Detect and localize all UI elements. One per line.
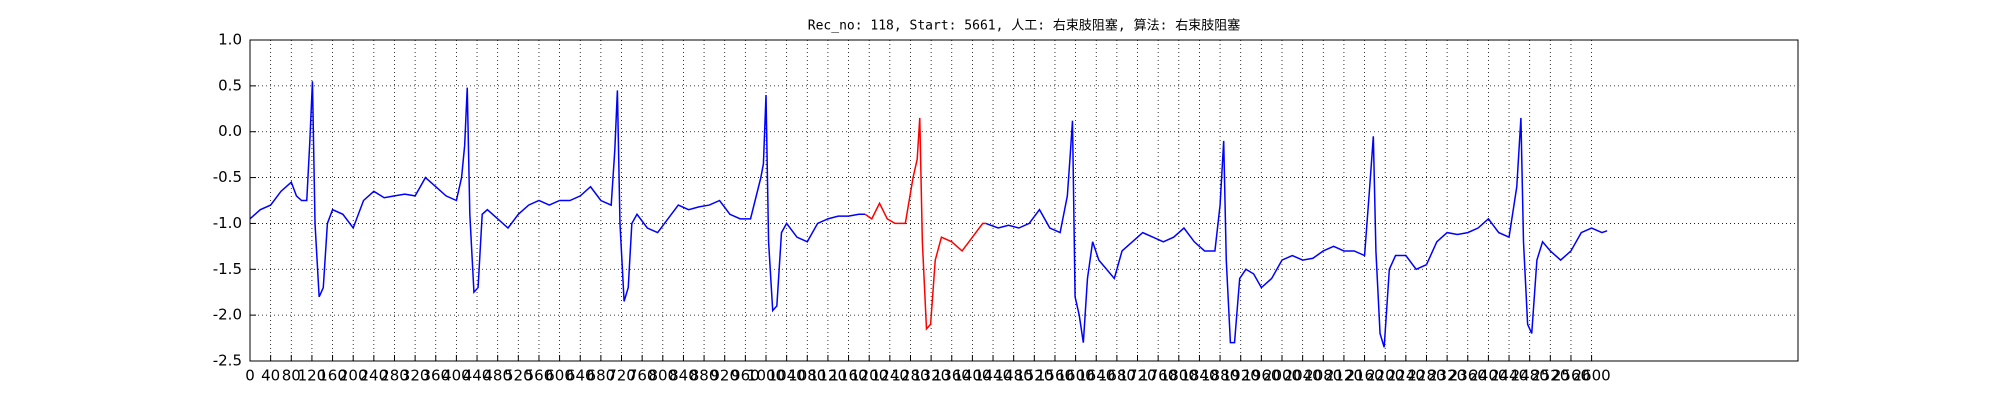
x-tick-label: 2560 (1552, 367, 1590, 385)
x-tick-label: 2400 (1469, 367, 1507, 385)
x-tick-label: 1600 (1057, 367, 1095, 385)
y-tick-label: 1.0 (218, 31, 242, 49)
x-tick-label: 1240 (871, 367, 909, 385)
signal-line (985, 117, 1608, 348)
x-tick-label: 1360 (933, 367, 971, 385)
x-tick-label: 120 (298, 367, 327, 385)
signal-line (249, 81, 866, 313)
y-tick-label: 0.0 (218, 122, 242, 140)
x-tick-label: 280 (380, 367, 409, 385)
x-tick-label: 240 (360, 367, 389, 385)
x-tick-label: 1120 (809, 367, 847, 385)
x-tick-label: 360 (421, 367, 450, 385)
x-tick-label: 1520 (1015, 367, 1053, 385)
x-tick-label: 2280 (1407, 367, 1445, 385)
x-tick-label: 480 (483, 367, 512, 385)
x-tick-label: 760 (628, 367, 657, 385)
plot-frame (249, 39, 1799, 362)
x-tick-label: 800 (648, 367, 677, 385)
x-tick-label: 880 (690, 367, 719, 385)
x-tick-label: 920 (710, 367, 739, 385)
x-tick-label: 80 (282, 367, 301, 385)
x-tick-label: 1080 (788, 367, 826, 385)
x-tick-label: 1960 (1242, 367, 1280, 385)
x-tick-label: 600 (545, 367, 574, 385)
x-tick-label: 1760 (1139, 367, 1177, 385)
x-tick-label: 560 (525, 367, 554, 385)
x-tick-label: 160 (318, 367, 347, 385)
y-tick-label: -1.0 (213, 214, 242, 232)
x-tick-label: 680 (587, 367, 616, 385)
x-tick-label: 1480 (995, 367, 1033, 385)
x-tick-label: 1040 (768, 367, 806, 385)
x-tick-label: 1000 (747, 367, 785, 385)
x-tick-label: 720 (607, 367, 636, 385)
y-tick-label: -1.5 (213, 260, 242, 278)
x-tick-label: 1800 (1160, 367, 1198, 385)
x-tick-label: 1320 (912, 367, 950, 385)
x-tick-label: 40 (261, 367, 280, 385)
x-tick-label: 960 (731, 367, 760, 385)
x-tick-label: 1880 (1201, 367, 1239, 385)
x-tick-label: 2040 (1284, 367, 1322, 385)
y-tick-label: -2.0 (213, 306, 242, 324)
chart-title: Rec_no: 118, Start: 5661, 人工: 右束肢阻塞, 算法:… (808, 18, 1240, 34)
x-tick-label: 0 (245, 367, 255, 385)
x-tick-label: 2360 (1449, 367, 1487, 385)
x-tick-label: 2600 (1573, 367, 1611, 385)
x-tick-label: 2160 (1345, 367, 1383, 385)
x-tick-label: 1400 (953, 367, 991, 385)
x-tick-label: 400 (442, 367, 471, 385)
x-tick-label: 2080 (1304, 367, 1342, 385)
x-tick-label: 2000 (1263, 367, 1301, 385)
x-tick-label: 2440 (1490, 367, 1528, 385)
x-tick-label: 2520 (1531, 367, 1569, 385)
x-tick-label: 440 (463, 367, 492, 385)
x-tick-label: 1840 (1180, 367, 1218, 385)
x-tick-label: 840 (669, 367, 698, 385)
x-tick-label: 520 (504, 367, 533, 385)
y-tick-label: 0.5 (218, 76, 242, 94)
x-tick-label: 1280 (891, 367, 929, 385)
x-tick-label: 1720 (1118, 367, 1156, 385)
x-tick-label: 1440 (974, 367, 1012, 385)
x-tick-label: 2200 (1366, 367, 1404, 385)
x-tick-label: 640 (566, 367, 595, 385)
x-tick-label: 1200 (850, 367, 888, 385)
x-tick-label: 320 (401, 367, 430, 385)
x-tick-label: 1680 (1098, 367, 1136, 385)
x-tick-label: 1560 (1036, 367, 1074, 385)
x-tick-label: 2480 (1511, 367, 1549, 385)
x-tick-label: 200 (339, 367, 368, 385)
x-tick-label: 2240 (1387, 367, 1425, 385)
x-tick-label: 2120 (1325, 367, 1363, 385)
x-tick-label: 2320 (1428, 367, 1466, 385)
x-tick-label: 1640 (1077, 367, 1115, 385)
x-tick-label: 1160 (829, 367, 867, 385)
y-tick-label: -2.5 (213, 352, 242, 370)
signal-line (864, 117, 986, 331)
y-tick-label: -0.5 (213, 168, 242, 186)
x-tick-label: 1920 (1222, 367, 1260, 385)
